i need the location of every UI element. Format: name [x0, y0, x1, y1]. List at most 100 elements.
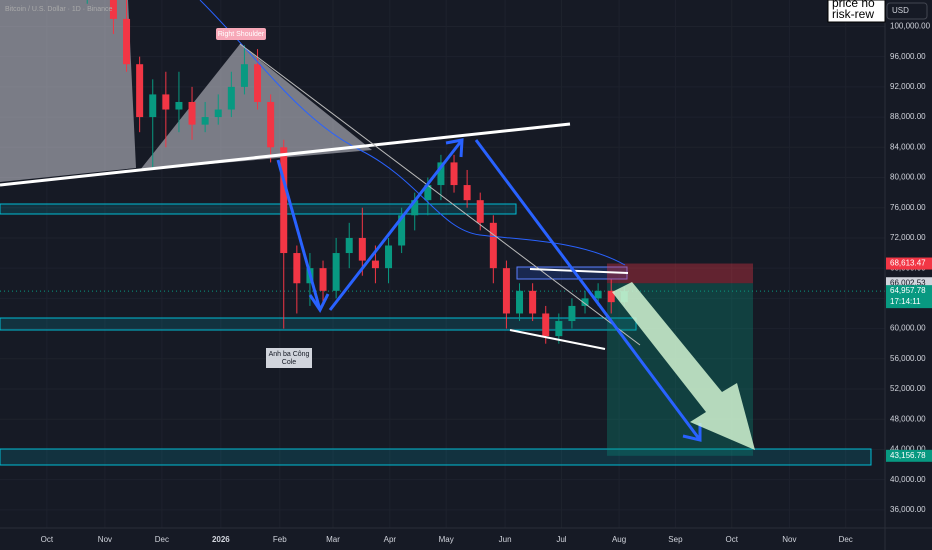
y-tick-label: 76,000.00 — [890, 203, 926, 212]
candles — [86, 0, 628, 344]
trendline — [239, 43, 641, 346]
candle-body — [424, 185, 432, 201]
arrow-head — [445, 138, 464, 158]
candle-body — [516, 290, 524, 314]
candle-body — [345, 237, 353, 254]
candle-body — [529, 290, 537, 314]
y-tick-label: 96,000.00 — [890, 52, 926, 61]
candle-body — [188, 101, 196, 125]
drawings-front: Right Shoulder Anh ba Công Cole — [0, 0, 755, 450]
candle-body — [240, 64, 248, 87]
candle-body — [214, 109, 222, 118]
y-tick-label: 88,000.00 — [890, 112, 926, 121]
candle-body — [594, 290, 602, 299]
candle-body — [502, 268, 510, 314]
candle-body — [450, 162, 458, 186]
x-tick-label: Apr — [384, 535, 397, 544]
zone — [0, 203, 517, 215]
x-tick-label: Jul — [556, 535, 566, 544]
y-tick-label: 48,000.00 — [890, 414, 926, 423]
chart-title: Bitcoin / U.S. Dollar · 1D · Binance — [5, 6, 112, 13]
candle-body — [267, 101, 275, 148]
candle-body — [568, 305, 576, 322]
arrow — [328, 139, 464, 311]
y-tick-label: 60,000.00 — [890, 324, 926, 333]
candle-body — [293, 253, 301, 284]
price-label: 66,002.53 — [890, 278, 926, 287]
zone — [0, 448, 872, 466]
big-arrow — [612, 282, 755, 450]
wedge-line — [529, 268, 629, 274]
head — [140, 44, 372, 170]
annotation: Anh ba Công Cole — [269, 351, 310, 366]
wedge-line — [509, 329, 606, 350]
arrow-head — [308, 293, 330, 313]
candle-body — [489, 222, 497, 269]
candle-body — [227, 86, 235, 110]
candle-body — [581, 298, 589, 306]
x-tick-label: Dec — [155, 535, 169, 544]
candle-body — [332, 253, 340, 291]
x-tick-label: Jun — [499, 535, 512, 544]
y-tick-label: 36,000.00 — [890, 505, 926, 514]
label-box — [216, 28, 266, 40]
x-tick-label: Nov — [782, 535, 796, 544]
candle-body — [555, 321, 563, 337]
price-label: 64,957.78 — [890, 286, 926, 295]
candle-body — [358, 237, 366, 261]
y-tick-label: 80,000.00 — [890, 173, 926, 182]
price-label-box — [886, 257, 932, 270]
candle-body — [385, 245, 393, 269]
zone — [0, 317, 637, 331]
y-tick-label: 84,000.00 — [890, 142, 926, 151]
candle-body — [201, 117, 209, 125]
x-tick-label: May — [439, 535, 454, 544]
annotation-line: Anh ba Công — [269, 351, 310, 358]
price-label-box — [886, 449, 932, 462]
candle-body — [162, 94, 170, 110]
candle-body — [123, 18, 131, 65]
price-label-box — [886, 285, 932, 309]
candle-body — [371, 260, 379, 269]
x-tick-label: Dec — [839, 535, 853, 544]
candle-body — [254, 64, 262, 102]
candle-body — [149, 94, 157, 118]
arrow — [474, 139, 702, 441]
left-shoulder — [0, 0, 136, 182]
candle-body — [476, 200, 484, 223]
x-tick-label: Aug — [612, 535, 626, 544]
stop-zone — [607, 263, 753, 284]
price-label: 43,156.78 — [890, 451, 926, 460]
countdown: 17:14:11 — [890, 297, 921, 306]
y-tick-label: 56,000.00 — [890, 354, 926, 363]
candle-body — [463, 185, 471, 201]
y-tick-label: 72,000.00 — [890, 233, 926, 242]
annotation: Right Shoulder — [218, 31, 265, 38]
y-tick-label: 92,000.00 — [890, 82, 926, 91]
x-tick-label: 2026 — [212, 535, 230, 544]
candle-body — [136, 64, 144, 118]
arrow — [276, 159, 322, 311]
label-box — [266, 348, 312, 368]
candle-body — [437, 162, 445, 186]
y-tick-label: 52,000.00 — [890, 384, 926, 393]
x-tick-label: Sep — [668, 535, 683, 544]
x-tick-label: Nov — [98, 535, 112, 544]
currency[interactable]: USD — [892, 6, 909, 15]
arrow-head — [682, 423, 702, 442]
candle-body — [411, 200, 419, 216]
y-tick-label: 40,000.00 — [890, 475, 926, 484]
x-tick-label: Mar — [326, 535, 340, 544]
candle-body — [109, 0, 117, 19]
candle-body — [280, 147, 288, 254]
annotation-line: Cole — [282, 359, 297, 366]
y-tick-label: 44,000.00 — [890, 445, 926, 454]
currency-box[interactable] — [886, 2, 928, 20]
neckline — [0, 122, 571, 187]
y-tick-label: 100,000.00 — [890, 22, 931, 31]
x-tick-label: Oct — [41, 535, 54, 544]
candle-body — [398, 215, 406, 246]
